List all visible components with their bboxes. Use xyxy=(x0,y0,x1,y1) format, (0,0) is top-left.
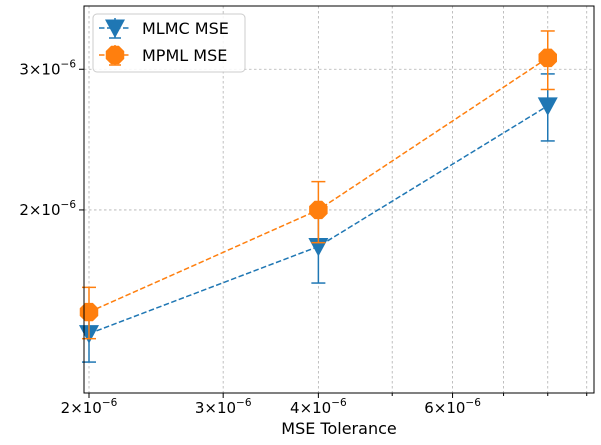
x-tick-label: 6×10−6 xyxy=(424,397,481,417)
legend-marker xyxy=(105,45,125,65)
data-point xyxy=(309,200,328,220)
tick-labels: 2×10−6 3×10−6 4×10−6 6×10−6 2×10−6 3×10−6 xyxy=(19,58,481,417)
x-tick-label: 3×10−6 xyxy=(195,397,252,417)
data-point xyxy=(538,48,557,68)
legend-item: MPML MSE xyxy=(99,45,227,66)
y-tick-label: 3×10−6 xyxy=(19,58,76,78)
plot-frame xyxy=(83,5,595,394)
y-tick-label: 2×10−6 xyxy=(19,199,76,219)
axis-ticks xyxy=(79,68,588,398)
x-tick-label: 4×10−6 xyxy=(290,397,347,417)
x-tick-label: 2×10−6 xyxy=(61,397,118,417)
legend-label: MLMC MSE xyxy=(142,19,229,38)
legend-label: MPML MSE xyxy=(142,46,227,65)
data-point xyxy=(537,97,558,116)
legend-item: MLMC MSE xyxy=(99,18,229,39)
x-axis-label: MSE Tolerance xyxy=(281,419,396,438)
legend[interactable]: MLMC MSE MPML MSE xyxy=(92,13,246,73)
grid-lines xyxy=(84,6,594,393)
legend-marker xyxy=(105,19,125,38)
legend-box xyxy=(92,13,246,73)
data-point xyxy=(79,302,99,322)
